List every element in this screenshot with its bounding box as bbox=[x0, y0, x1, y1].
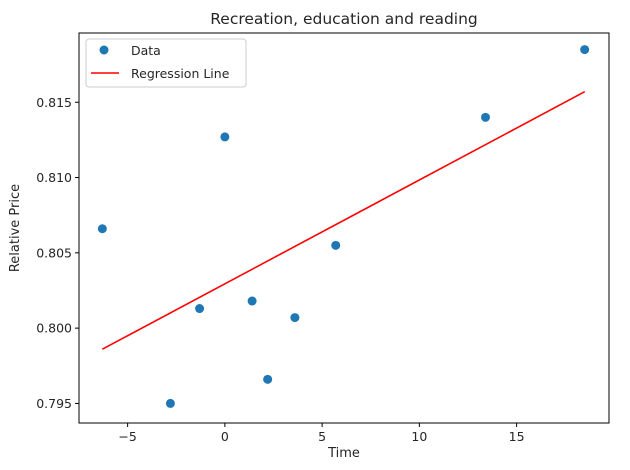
y-axis-label: Relative Price bbox=[8, 184, 23, 272]
x-tick-label: 15 bbox=[509, 429, 525, 444]
data-point bbox=[247, 296, 257, 306]
y-tick-label: 0.805 bbox=[36, 245, 72, 260]
x-axis-label: Time bbox=[327, 446, 360, 461]
y-tick-label: 0.795 bbox=[36, 396, 72, 411]
data-point bbox=[580, 45, 590, 55]
x-tick-label: 0 bbox=[221, 429, 229, 444]
data-point bbox=[220, 132, 230, 142]
data-point bbox=[263, 374, 273, 384]
data-point bbox=[480, 112, 490, 122]
legend-label-regression-line: Regression Line bbox=[131, 66, 230, 81]
regression-line bbox=[101, 91, 586, 350]
legend: Data Regression Line bbox=[85, 38, 247, 88]
chart-title: Recreation, education and reading bbox=[210, 10, 478, 28]
x-tick-label: 5 bbox=[318, 429, 326, 444]
legend-marker-data bbox=[99, 45, 109, 55]
legend-box bbox=[85, 38, 247, 88]
y-tick-label: 0.800 bbox=[36, 321, 72, 336]
data-point bbox=[97, 224, 107, 234]
legend-label-data: Data bbox=[131, 43, 161, 58]
y-tick-label: 0.815 bbox=[36, 95, 72, 110]
y-tick-label: 0.810 bbox=[36, 170, 72, 185]
data-point bbox=[165, 398, 175, 408]
plot-frame bbox=[78, 32, 610, 424]
data-point bbox=[290, 313, 300, 323]
plot-background bbox=[79, 33, 609, 423]
x-tick-label: 10 bbox=[411, 429, 427, 444]
data-point bbox=[331, 240, 341, 250]
data-point bbox=[195, 304, 205, 314]
x-tick-label: −5 bbox=[118, 429, 136, 444]
